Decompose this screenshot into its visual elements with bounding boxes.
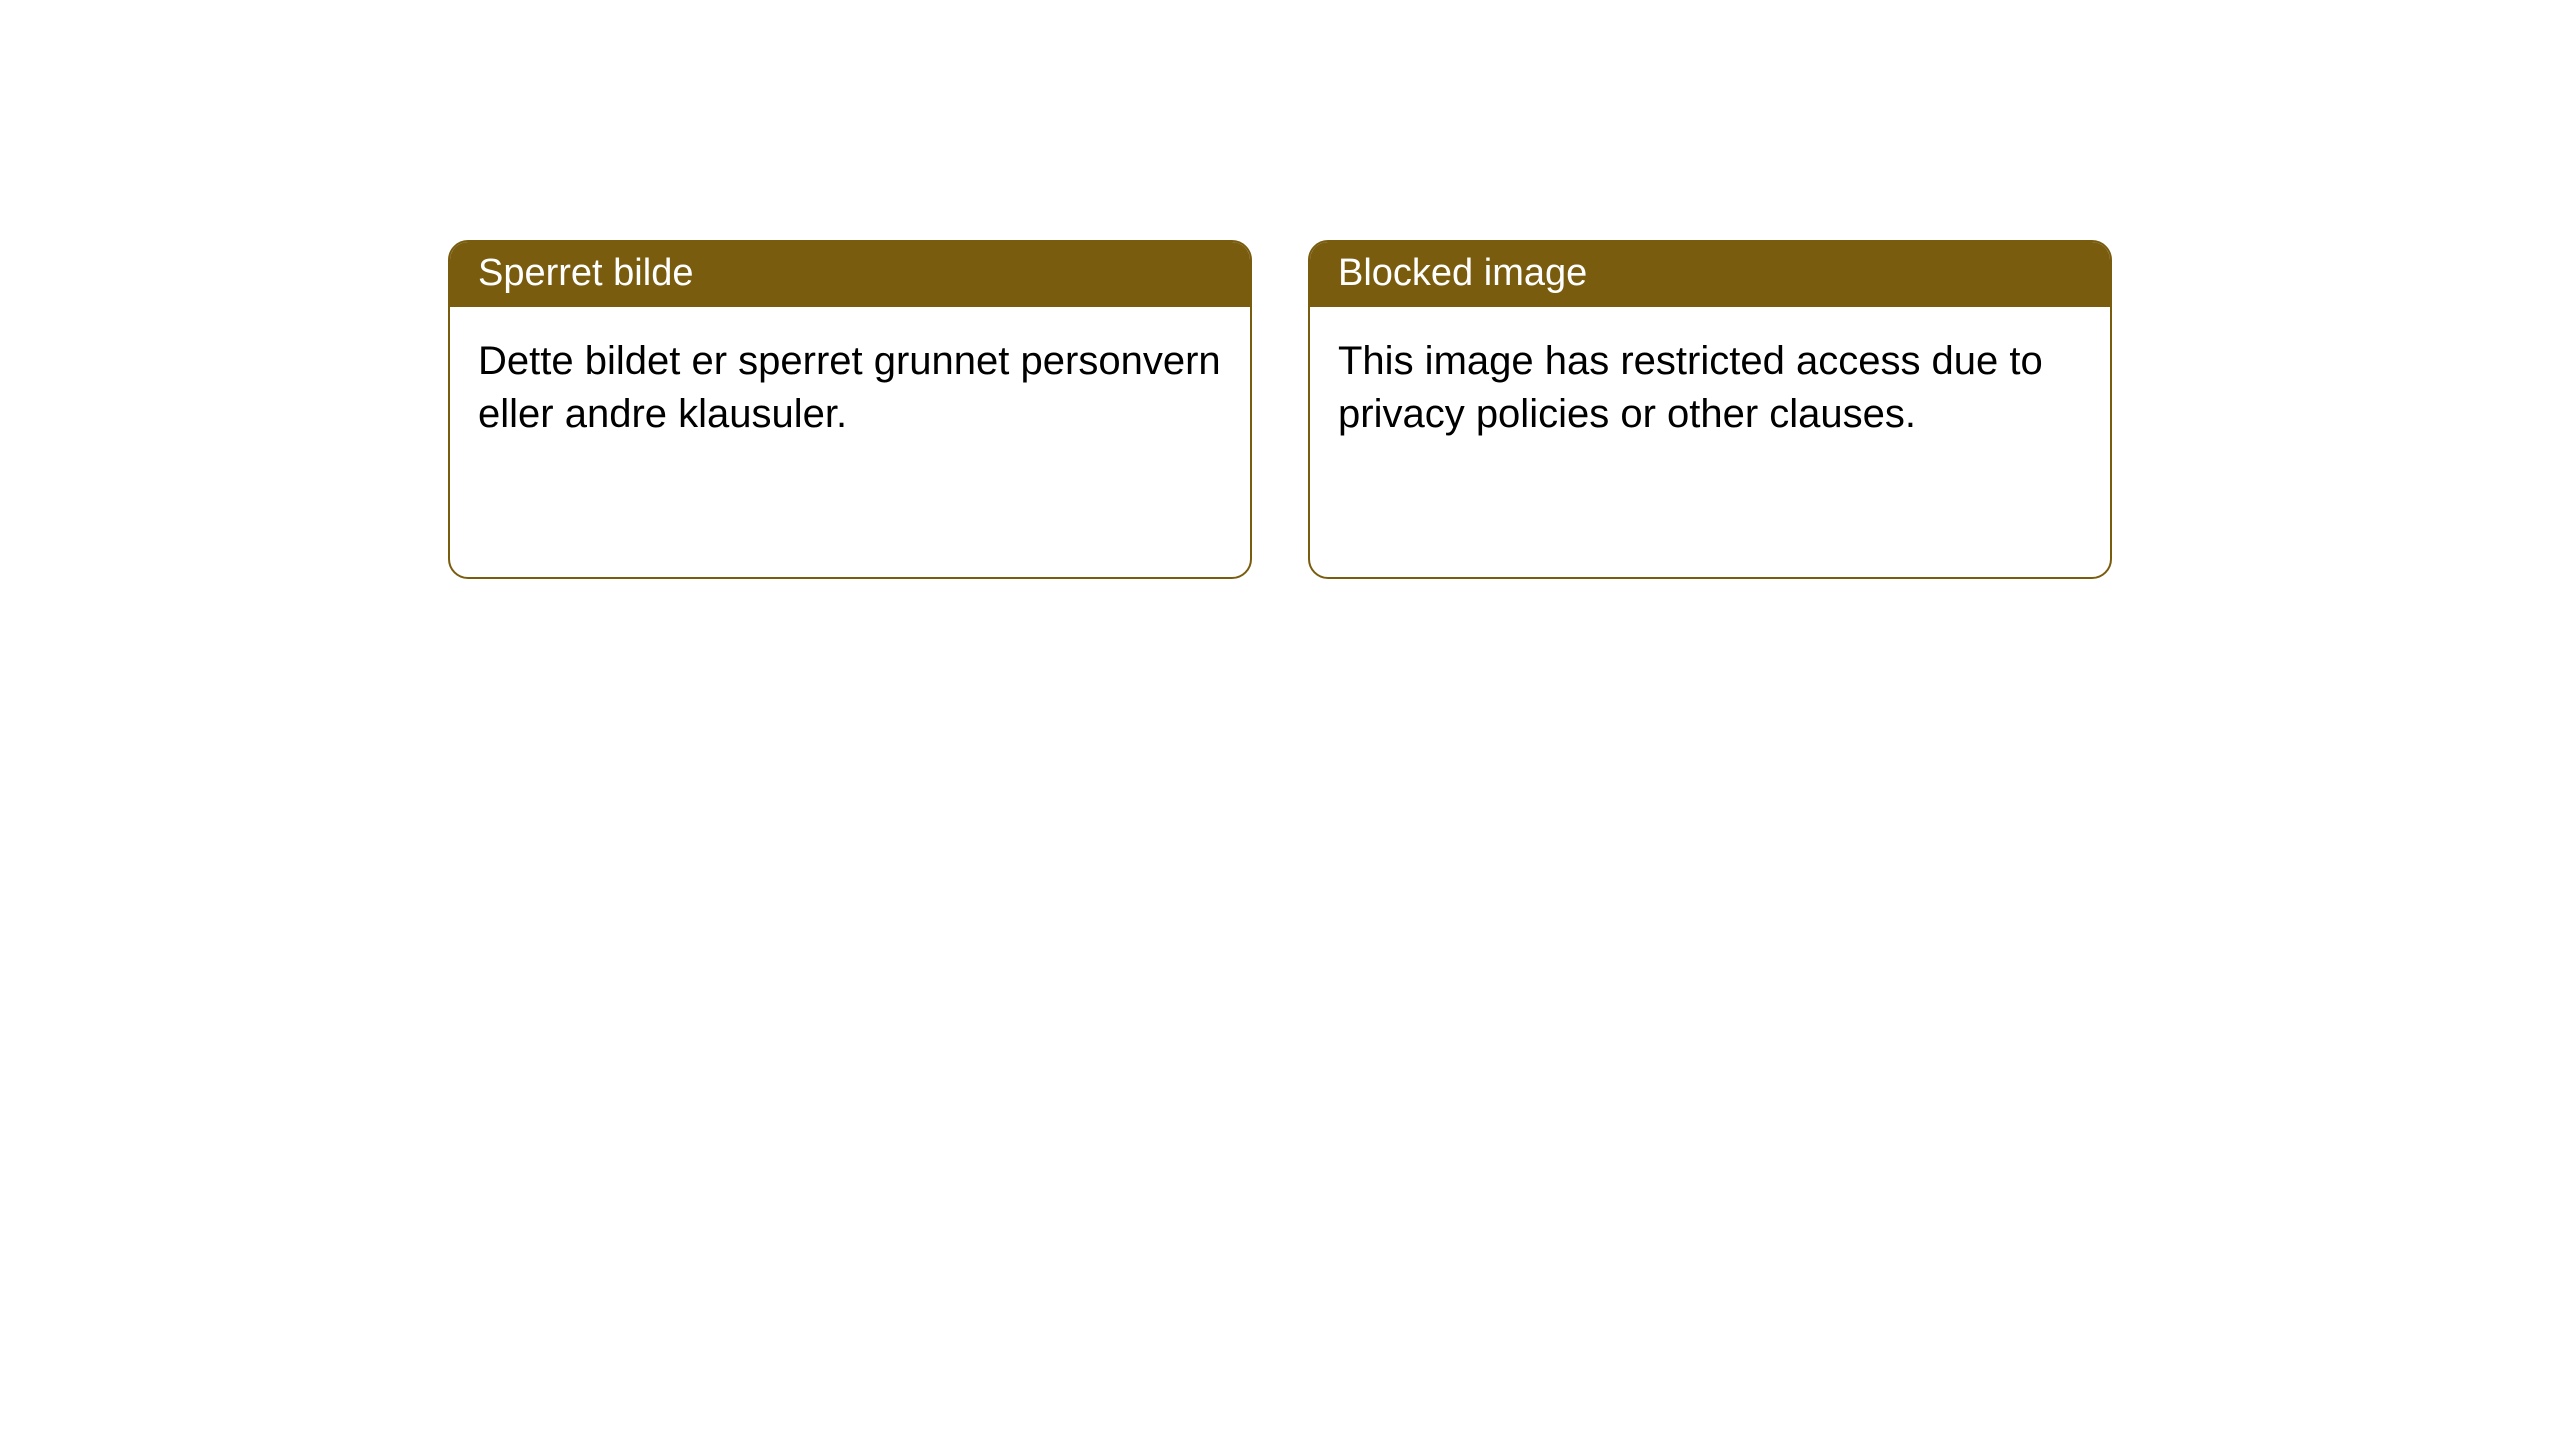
- card-body-text: This image has restricted access due to …: [1338, 339, 2043, 436]
- card-title: Sperret bilde: [478, 252, 693, 294]
- notice-card-norwegian: Sperret bilde Dette bildet er sperret gr…: [448, 240, 1252, 579]
- card-body: This image has restricted access due to …: [1310, 307, 2110, 577]
- card-title: Blocked image: [1338, 252, 1587, 294]
- card-body: Dette bildet er sperret grunnet personve…: [450, 307, 1250, 577]
- card-header: Sperret bilde: [450, 242, 1250, 307]
- card-body-text: Dette bildet er sperret grunnet personve…: [478, 339, 1221, 436]
- card-header: Blocked image: [1310, 242, 2110, 307]
- notice-card-english: Blocked image This image has restricted …: [1308, 240, 2112, 579]
- notice-cards-container: Sperret bilde Dette bildet er sperret gr…: [448, 240, 2112, 579]
